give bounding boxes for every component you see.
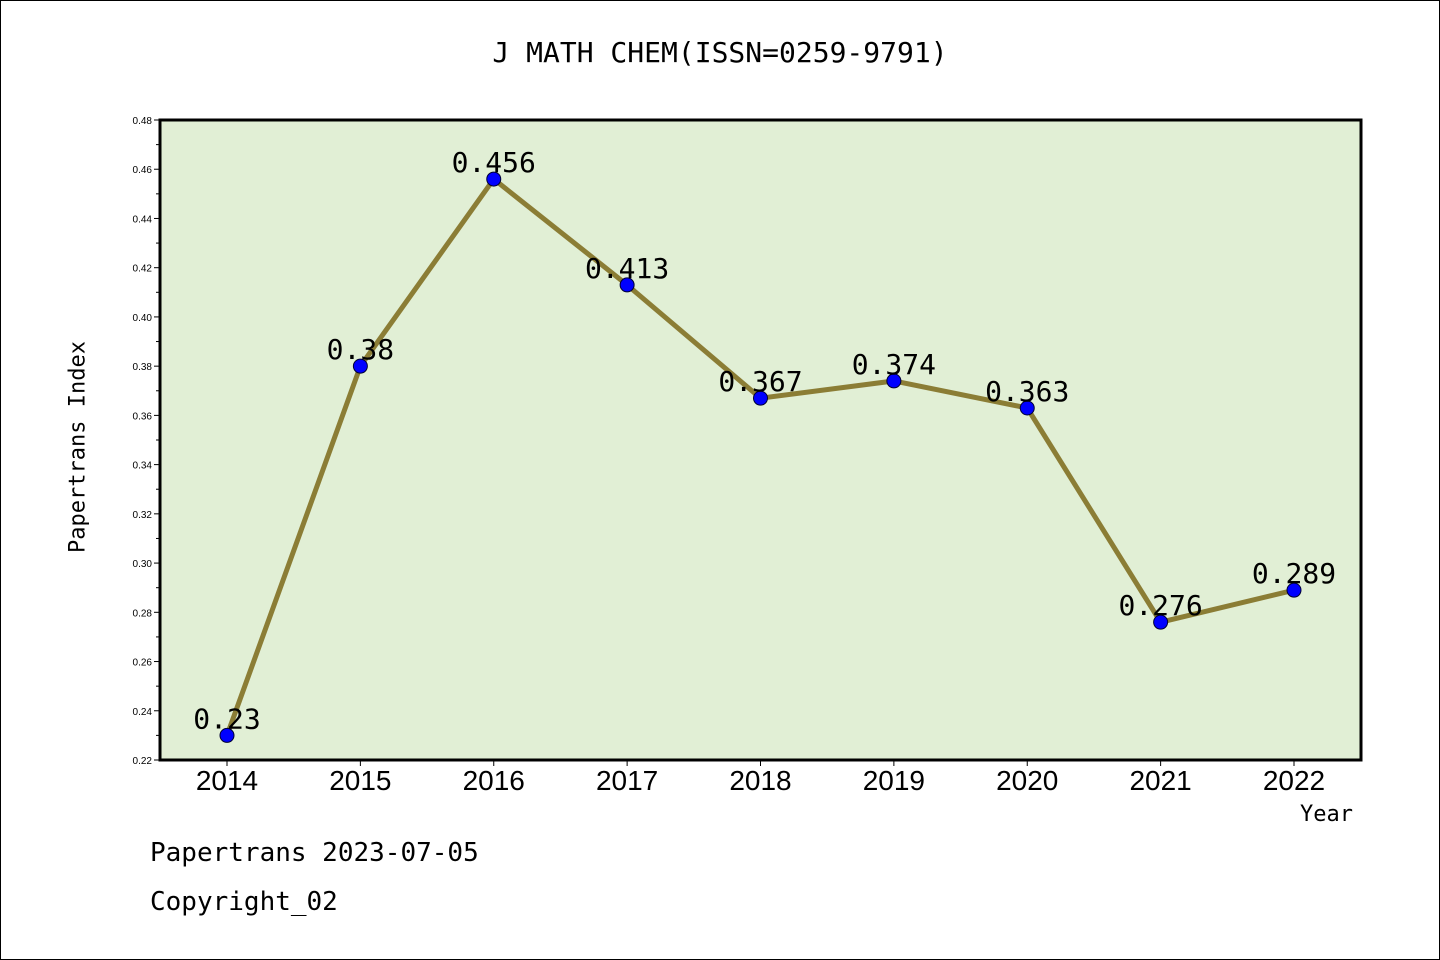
data-label: 0.38 [327,333,394,366]
chart-title: J MATH CHEM(ISSN=0259-9791) [492,36,948,69]
x-axis: 2014 2015 2016 2017 2018 2019 2020 2021 2022 [196,760,1325,796]
x-tick-label: 2022 [1263,765,1325,796]
y-tick-label: 0.40 [133,313,153,324]
y-tick-label: 0.34 [133,461,153,472]
y-tick-label: 0.26 [133,658,153,669]
y-tick-label: 0.42 [133,264,153,275]
x-axis-label: Year [1300,802,1353,827]
y-tick-label: 0.28 [133,608,153,619]
y-tick-label: 0.32 [133,510,153,521]
data-label: 0.276 [1118,589,1202,622]
x-tick-label: 2021 [1129,765,1191,796]
y-axis-label: Papertrans Index [65,341,91,553]
data-label: 0.374 [852,348,936,381]
y-tick-label: 0.44 [133,214,153,225]
data-point [619,277,635,293]
data-point [1019,400,1035,416]
data-point [486,171,502,187]
x-tick-label: 2017 [596,765,658,796]
data-point [1153,614,1169,630]
y-tick-label: 0.36 [133,411,153,422]
x-tick-label: 2014 [196,765,258,796]
x-tick-label: 2019 [863,765,925,796]
footer-date: Papertrans 2023-07-05 [150,838,479,868]
x-tick-label: 2016 [463,765,525,796]
x-tick-label: 2020 [996,765,1058,796]
data-point [352,358,368,374]
y-tick-label: 0.38 [133,362,153,373]
data-labels: 0.23 0.38 0.456 0.413 0.367 0.374 0.363 0.276 0.… [193,146,1336,735]
y-tick-label: 0.48 [133,116,153,127]
y-axis: 0.22 0.24 0.26 0.28 0.30 0.32 0.34 0.36 0.38 0.40… [133,116,160,767]
x-tick-label: 2018 [729,765,791,796]
footer-copyright: Copyright_02 [150,887,338,917]
data-label: 0.367 [718,365,802,398]
data-label: 0.289 [1252,557,1336,590]
data-markers [219,171,1302,743]
y-tick-label: 0.46 [133,165,153,176]
y-tick-label: 0.30 [133,559,153,570]
data-label: 0.413 [585,252,669,285]
x-tick-label: 2015 [329,765,391,796]
data-label: 0.363 [985,375,1069,408]
plot-area [158,118,1363,762]
y-tick-label: 0.22 [133,756,153,767]
data-point [753,390,768,406]
data-label: 0.23 [193,702,260,735]
data-point [886,373,902,389]
y-tick-label: 0.24 [133,707,153,718]
data-point [219,727,235,743]
data-point [1286,582,1302,598]
data-label: 0.456 [452,146,536,179]
